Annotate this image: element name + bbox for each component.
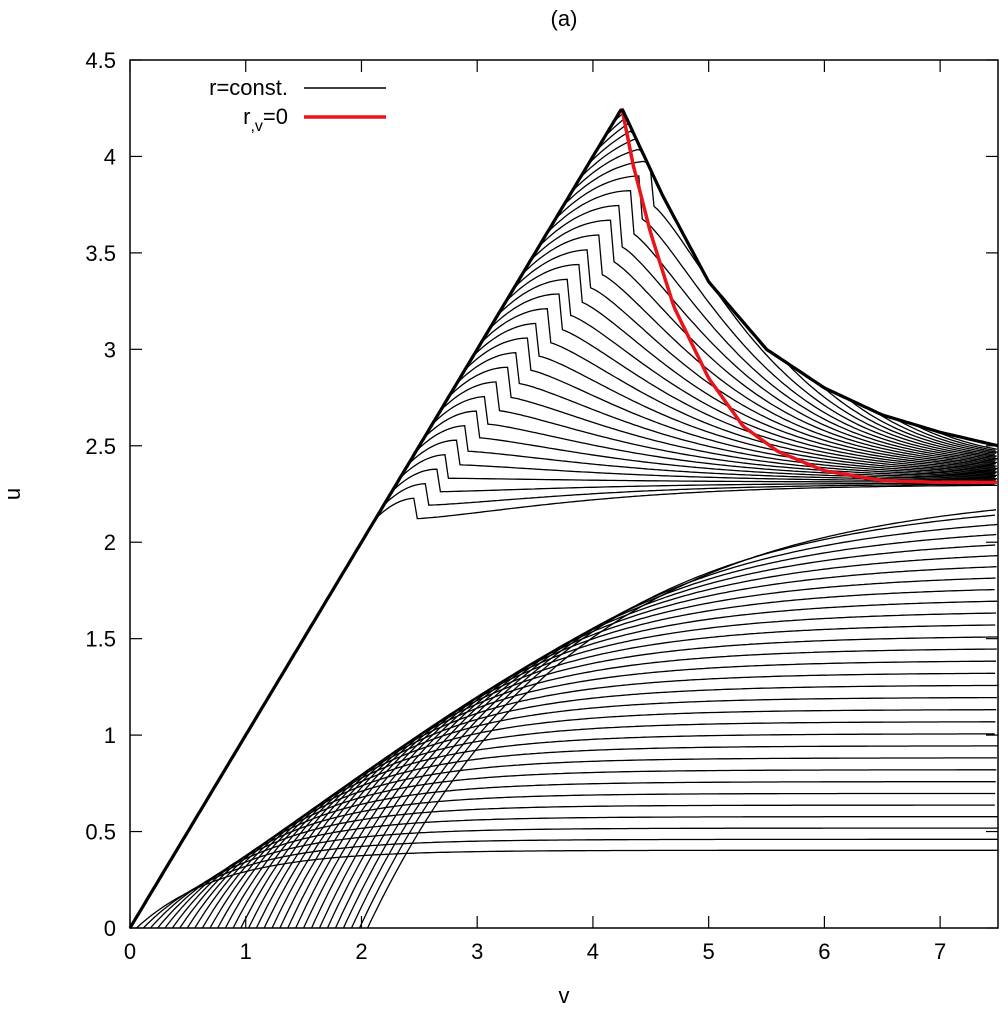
contour-line [150,827,998,929]
contour-line [318,566,997,929]
contour-line [440,381,996,478]
contour-line [194,757,997,929]
contour-line [472,322,998,473]
contour-line [521,234,995,466]
x-tick-label: 7 [934,939,946,964]
y-tick-label: 3.5 [85,241,116,266]
contour-line [171,792,996,929]
y-tick-label: 4 [104,144,116,169]
y-axis-ticks: 0 0.5 1 1.5 2 2.5 3 3.5 4 4.5 [85,48,998,941]
boundary-group [128,108,999,929]
contour-line [334,544,996,929]
contour-line [311,577,996,929]
contour-line [295,600,998,929]
contour-line [157,816,998,929]
contour-line [142,838,998,929]
contour-line [271,636,998,929]
contour-line [546,190,996,462]
x-tick-label: 3 [471,939,483,964]
contour-line [555,175,997,461]
x-tick-label: 0 [124,939,136,964]
red-curve-line [620,107,997,485]
contour-line [448,366,998,477]
contour-line [538,204,998,464]
contour-line [505,263,996,468]
x-axis-ticks: 0 1 2 3 4 5 6 7 [124,60,946,964]
contour-line [563,160,998,460]
red-curve-group [620,107,997,485]
contour-line [179,781,996,929]
contour-line [248,672,996,929]
boundary-line [128,108,999,929]
contour-line [464,337,997,474]
contour-line [375,484,998,520]
contour-line [342,533,997,929]
x-tick-label: 6 [818,939,830,964]
x-tick-label: 4 [587,939,599,964]
contour-line [164,804,995,929]
contour-line [383,483,995,507]
contour-line [287,612,997,929]
contour-line [201,745,998,929]
x-axis-label: v [559,983,570,1008]
contour-line [255,660,996,929]
y-tick-label: 0.5 [85,820,116,845]
contour-line [423,410,998,480]
contour-line [530,219,996,465]
contour-line [431,395,995,479]
contour-line [456,352,995,475]
y-tick-label: 3 [104,337,116,362]
x-tick-label: 5 [703,939,715,964]
legend: r=const. r,v=0 [209,75,386,135]
contour-line [186,769,997,929]
y-tick-label: 0 [104,916,116,941]
contour-line [367,509,997,929]
x-tick-label: 1 [240,939,252,964]
y-tick-label: 2 [104,530,116,555]
contour-line [415,424,996,481]
legend-label-r-const: r=const. [209,75,288,100]
contour-line [303,588,995,929]
legend-label-rv0: r,v=0 [243,104,288,135]
contour-line [391,468,996,493]
contour-line [489,293,997,471]
y-axis-label: u [0,488,25,500]
chart-title: (a) [551,6,578,31]
contour-line [497,278,998,470]
y-tick-label: 1.5 [85,627,116,652]
y-tick-label: 1 [104,723,116,748]
y-tick-label: 4.5 [85,48,116,73]
contour-line [350,523,998,929]
contour-line [263,648,997,929]
contour-line [136,849,998,929]
contour-line [513,249,997,467]
contour-line [279,624,996,929]
contour-line [358,514,995,929]
y-tick-label: 2.5 [85,434,116,459]
x-tick-label: 2 [355,939,367,964]
contour-line [480,308,996,472]
plot-frame [129,59,999,929]
contour-line [326,554,998,929]
